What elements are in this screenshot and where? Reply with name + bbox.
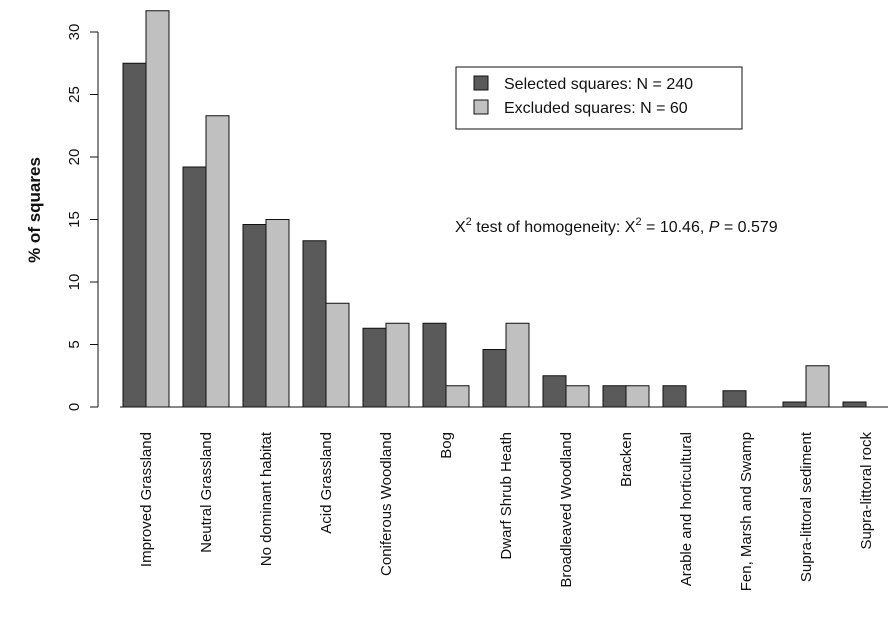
bar-excluded <box>805 365 830 408</box>
bar-excluded <box>205 115 230 408</box>
x-category-label: Coniferous Woodland <box>378 432 395 576</box>
y-tick-label: 20 <box>66 149 83 166</box>
y-tick-label: 30 <box>66 24 83 41</box>
anno-sup-1: 2 <box>466 216 472 228</box>
y-tick-label: 10 <box>66 274 83 291</box>
x-category-label: Dwarf Shrub Heath <box>498 432 515 560</box>
bar-excluded <box>505 322 530 408</box>
bar-selected <box>842 401 867 408</box>
y-tick-label: 0 <box>66 403 83 411</box>
legend-swatch-selected <box>473 75 489 91</box>
bar-selected <box>722 390 747 408</box>
x-category-label: Bracken <box>618 432 635 487</box>
x-category-label: Arable and horticultural <box>678 432 695 586</box>
bar-selected <box>122 62 147 408</box>
legend-label-selected: Selected squares: N = 240 <box>504 76 693 93</box>
x-category-label: Supra-littoral sediment <box>798 431 815 582</box>
anno-pval: = 0.579 <box>719 219 777 236</box>
legend-box <box>455 66 743 130</box>
x-category-label: Supra-littoral rock <box>858 432 875 550</box>
x-axis-labels: Improved Grassland Neutral Grassland No do… <box>138 431 875 591</box>
y-tick-label: 15 <box>66 211 83 228</box>
bar-selected <box>782 401 807 408</box>
bar-selected <box>542 375 567 408</box>
bar-excluded <box>265 219 290 408</box>
x-category-label: Bog <box>438 432 455 459</box>
bar-selected <box>302 240 327 408</box>
anno-sup-2: 2 <box>635 216 641 228</box>
bar-selected <box>602 385 627 408</box>
y-axis-label: % of squares <box>25 157 44 263</box>
y-tick-label: 5 <box>66 340 83 348</box>
anno-mid: test of homogeneity: X <box>472 219 636 236</box>
y-axis: 0 5 10 15 20 25 30 <box>66 24 99 411</box>
anno-p: P <box>709 219 720 236</box>
anno-eq: = 10.46, <box>642 219 709 236</box>
bar-excluded <box>325 302 350 408</box>
bar-excluded <box>565 385 590 408</box>
x-category-label: Neutral Grassland <box>198 432 215 553</box>
x-category-label: No dominant habitat <box>258 431 275 566</box>
x-category-label: Broadleaved Woodland <box>558 432 575 588</box>
x-category-label: Improved Grassland <box>138 432 155 567</box>
bar-selected <box>242 224 267 408</box>
bar-selected <box>422 322 447 408</box>
bar-selected <box>482 349 507 408</box>
x-category-label: Acid Grassland <box>318 432 335 534</box>
bar-excluded <box>385 322 410 408</box>
anno-chi-1: X <box>455 219 466 236</box>
bar-excluded <box>145 10 170 408</box>
bar-selected <box>182 166 207 408</box>
legend-swatch-excluded <box>473 99 489 115</box>
bar-excluded <box>625 385 650 408</box>
legend-label-excluded: Excluded squares: N = 60 <box>504 100 688 117</box>
chi-square-annotation: X2 test of homogeneity: X2 = 10.46, P = … <box>455 216 778 236</box>
bar-selected <box>362 327 387 408</box>
bar-selected <box>662 385 687 408</box>
x-category-label: Fen, Marsh and Swamp <box>738 432 755 591</box>
bar-excluded <box>445 385 470 408</box>
y-tick-label: 25 <box>66 86 83 103</box>
legend: Selected squares: N = 240 Excluded squar… <box>455 66 743 130</box>
